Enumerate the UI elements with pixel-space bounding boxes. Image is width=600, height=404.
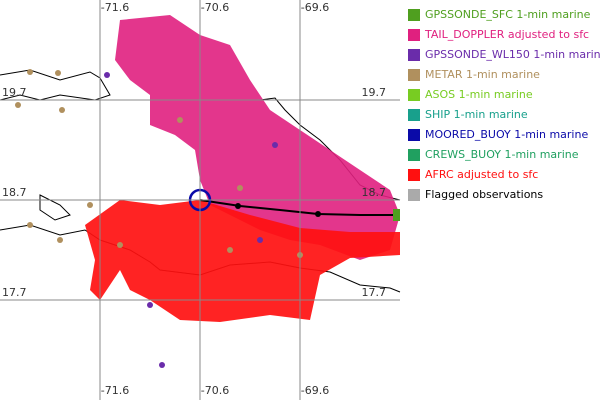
latitude-label: 18.7 xyxy=(2,186,27,199)
legend-swatch xyxy=(408,89,420,101)
legend-label: Flagged observations xyxy=(425,188,543,201)
longitude-label: -70.6 xyxy=(201,1,229,14)
legend-swatch xyxy=(408,149,420,161)
latitude-label: 17.7 xyxy=(2,286,27,299)
longitude-label: -69.6 xyxy=(301,384,329,397)
graticule: -71.6 -71.6 -70.6 -70.6 -69.6 -69.6 19.7 19.7 18… xyxy=(0,0,400,400)
sonde-stations xyxy=(104,72,278,368)
legend-swatch xyxy=(408,189,420,201)
legend-label: AFRC adjusted to sfc xyxy=(425,168,538,181)
legend-label: ASOS 1-min marine xyxy=(425,88,533,101)
legend-swatch xyxy=(408,169,420,181)
legend-swatch xyxy=(408,69,420,81)
storm-track xyxy=(199,199,400,216)
legend-label: MOORED_BUOY 1-min marine xyxy=(425,128,588,141)
legend-swatch xyxy=(408,49,420,61)
afrc-swath xyxy=(85,200,400,322)
legend-label: SHIP 1-min marine xyxy=(425,108,528,121)
legend-label: METAR 1-min marine xyxy=(425,68,540,81)
longitude-label: -70.6 xyxy=(201,384,229,397)
latitude-label: 17.7 xyxy=(362,286,387,299)
longitude-label: -69.6 xyxy=(301,1,329,14)
metar-stations xyxy=(15,69,303,258)
legend-label: CREWS_BUOY 1-min marine xyxy=(425,148,579,161)
legend: GPSSONDE_SFC 1-min marine TAIL_DOPPLER ad… xyxy=(408,8,600,201)
legend-label: TAIL_DOPPLER adjusted to sfc xyxy=(424,28,589,41)
legend-label: GPSSONDE_WL150 1-min marine xyxy=(425,48,600,61)
legend-swatch xyxy=(408,29,420,41)
longitude-label: -71.6 xyxy=(101,384,129,397)
legend-swatch xyxy=(408,129,420,141)
sonde-marker xyxy=(393,209,400,221)
latitude-label: 18.7 xyxy=(362,186,387,199)
doppler-swath xyxy=(115,15,400,260)
longitude-label: -71.6 xyxy=(101,1,129,14)
legend-label: GPSSONDE_SFC 1-min marine xyxy=(425,8,591,21)
latitude-label: 19.7 xyxy=(362,86,387,99)
track-points xyxy=(235,203,321,217)
legend-swatch xyxy=(408,9,420,21)
latitude-label: 19.7 xyxy=(2,86,27,99)
legend-swatch xyxy=(408,109,420,121)
